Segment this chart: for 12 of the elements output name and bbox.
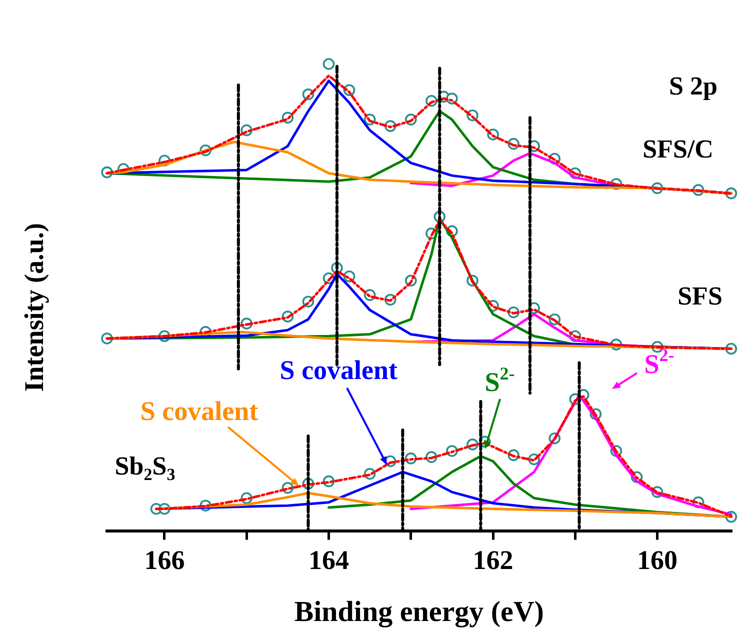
annotation: SFS/C bbox=[642, 134, 714, 164]
annotation: SFS bbox=[678, 282, 722, 311]
chart-title: S 2p bbox=[668, 72, 718, 101]
point bbox=[322, 58, 335, 70]
x-tick-label: 162 bbox=[472, 544, 514, 575]
y-axis-title: Intensity (a.u.) bbox=[18, 223, 49, 392]
x-tick-label: 160 bbox=[637, 544, 678, 575]
x-tick-label: 166 bbox=[144, 544, 185, 575]
text: S covalent bbox=[140, 396, 258, 426]
x-tick-label: 164 bbox=[308, 544, 350, 575]
x-axis-title: Binding energy (eV) bbox=[294, 596, 544, 628]
text: S covalent bbox=[280, 354, 398, 385]
